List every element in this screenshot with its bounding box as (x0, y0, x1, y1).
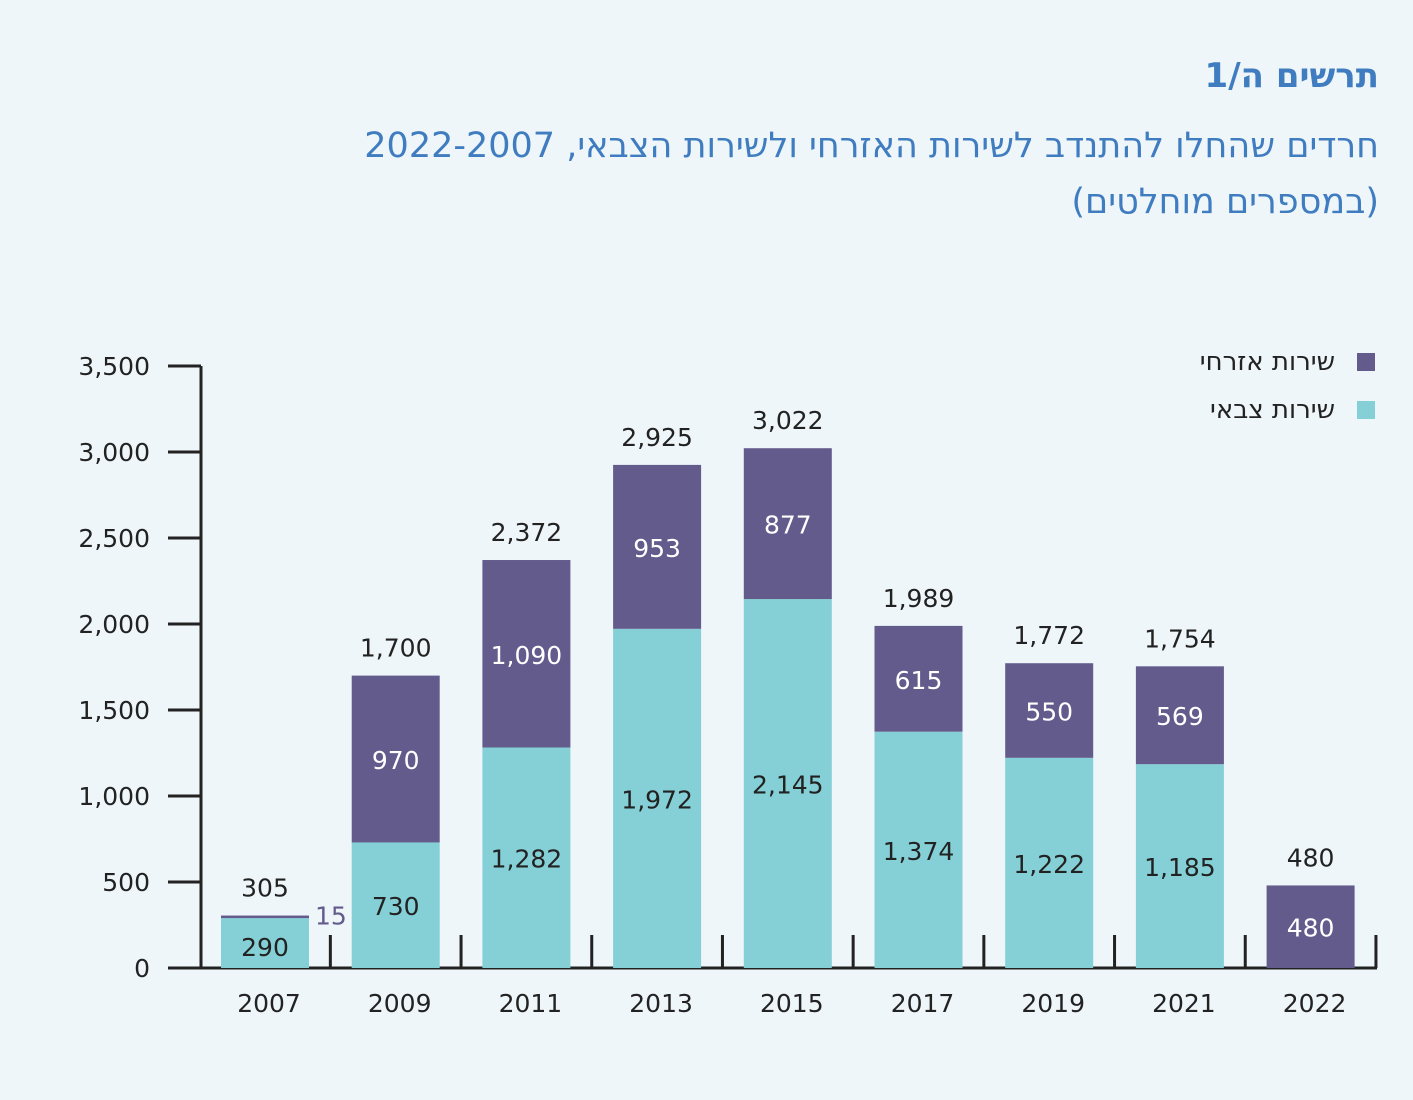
chart-bars (221, 448, 1355, 968)
y-tick-label: 3,500 (78, 352, 150, 381)
bar-civil (874, 625, 963, 732)
value-label-civil: 970 (372, 746, 420, 775)
value-label-civil: 615 (895, 666, 943, 695)
legend-label-civil: שירות אזרחי (1199, 347, 1335, 377)
bar-civil (1005, 663, 1094, 758)
value-label-military: 1,972 (621, 785, 693, 814)
legend-swatch-military (1357, 401, 1375, 419)
legend-label-military: שירות צבאי (1210, 395, 1335, 425)
legend-swatch-civil (1357, 353, 1375, 371)
y-tick-label: 3,000 (78, 438, 150, 467)
bar-military (743, 599, 832, 968)
value-label-military: 1,185 (1144, 853, 1216, 882)
chart-legend: שירות אזרחי שירות צבאי (1200, 338, 1375, 434)
bar-civil (613, 464, 702, 629)
figure-label: תרשים ה/1 (1204, 56, 1379, 96)
total-label: 1,772 (1013, 621, 1085, 650)
bar-military (613, 628, 702, 968)
chart-header: תרשים ה/1 חרדים שהחלו להתנדב לשירות האזר… (79, 52, 1379, 230)
x-tick-label: 2021 (1152, 989, 1216, 1018)
bar-civil (1266, 885, 1355, 968)
value-label-civil: 15 (315, 902, 347, 931)
x-tick-label: 2015 (760, 989, 824, 1018)
legend-item-civil: שירות אזרחי (1200, 338, 1375, 386)
bar-civil (351, 675, 440, 843)
bar-civil (743, 448, 832, 600)
x-tick-label: 2011 (499, 989, 563, 1018)
value-label-civil: 953 (633, 534, 681, 563)
legend-item-military: שירות צבאי (1200, 386, 1375, 434)
total-label: 2,372 (491, 518, 563, 547)
x-tick-label: 2009 (368, 989, 432, 1018)
bar-military (482, 747, 571, 968)
x-tick-label: 2017 (891, 989, 955, 1018)
value-label-military: 1,222 (1013, 850, 1085, 879)
bar-military (1135, 764, 1224, 968)
x-tick-label: 2007 (237, 989, 301, 1018)
y-tick-label: 2,000 (78, 610, 150, 639)
y-tick-label: 2,500 (78, 524, 150, 553)
value-label-civil: 569 (1156, 702, 1204, 731)
bar-civil (482, 560, 571, 748)
value-label-civil: 1,090 (491, 641, 563, 670)
value-label-military: 1,374 (883, 837, 955, 866)
value-label-civil: 550 (1025, 698, 1073, 727)
x-tick-label: 2019 (1021, 989, 1085, 1018)
value-label-civil: 877 (764, 511, 812, 540)
chart-subtitle: (במספרים מוחלטים) (1071, 182, 1379, 222)
value-label-military: 290 (241, 933, 289, 962)
total-label: 305 (241, 874, 289, 903)
bar-civil (1135, 666, 1224, 765)
value-label-military: 1,282 (491, 845, 563, 874)
y-tick-label: 500 (102, 868, 150, 897)
bar-military (874, 731, 963, 968)
bar-civil (221, 915, 309, 919)
total-label: 2,925 (621, 423, 693, 452)
chart-title: חרדים שהחלו להתנדב לשירות האזרחי ולשירות… (364, 126, 1379, 166)
total-label: 1,700 (360, 634, 432, 663)
total-label: 1,989 (883, 584, 955, 613)
y-tick-label: 0 (134, 954, 150, 983)
y-tick-label: 1,000 (78, 782, 150, 811)
chart-labels: 2007 290 15 305 2009 730 970 1,700 2011 1,282 1,09… (237, 406, 1346, 1018)
x-tick-label: 2022 (1283, 989, 1347, 1018)
total-label: 480 (1287, 843, 1335, 872)
value-label-military: 730 (372, 892, 420, 921)
bar-military (221, 918, 309, 968)
y-tick-label: 1,500 (78, 696, 150, 725)
bar-military (351, 842, 440, 968)
x-tick-label: 2013 (629, 989, 693, 1018)
value-label-military: 2,145 (752, 771, 824, 800)
total-label: 1,754 (1144, 624, 1216, 653)
bar-military (1005, 757, 1094, 968)
value-label-civil: 480 (1287, 914, 1335, 943)
total-label: 3,022 (752, 406, 824, 435)
